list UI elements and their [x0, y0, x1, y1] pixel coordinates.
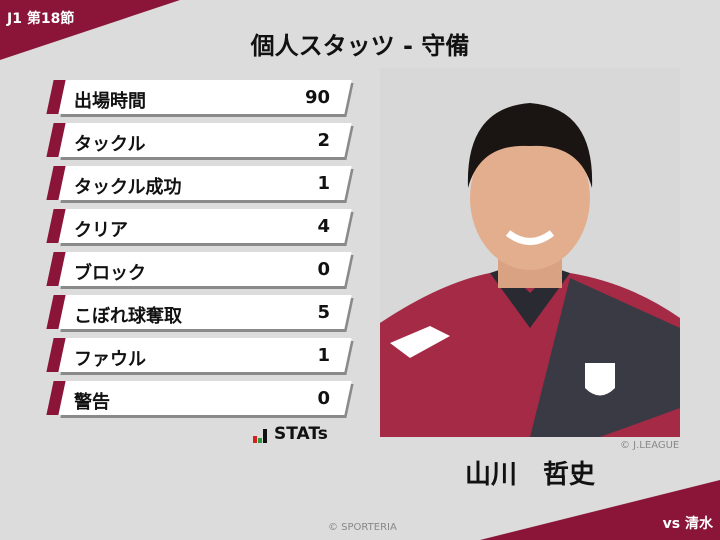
player-photo	[380, 68, 680, 437]
stat-label: タックル成功	[74, 177, 182, 198]
stat-row: クリア 4	[46, 209, 354, 246]
opponent-label: vs 清水	[662, 516, 713, 532]
photo-credit: © J.LEAGUE	[620, 440, 680, 451]
stats-logo-text: STATs	[274, 424, 328, 444]
stat-label: クリア	[74, 220, 128, 241]
stat-label: ブロック	[74, 263, 146, 284]
player-name: 山川 哲史	[464, 460, 595, 490]
stat-value: 4	[317, 216, 330, 237]
stat-row: こぼれ球奪取 5	[46, 295, 354, 332]
stat-label: 警告	[74, 392, 110, 413]
stat-row: タックル 2	[46, 123, 354, 160]
stats-logo: STATs	[253, 425, 328, 443]
stat-row: 警告 0	[46, 381, 354, 418]
stat-value: 1	[317, 173, 330, 194]
stat-row: ファウル 1	[46, 338, 354, 375]
stat-value: 0	[317, 259, 330, 280]
stat-value: 0	[317, 388, 330, 409]
footer-credit: © SPORTERIA	[328, 522, 397, 533]
logo-bar-red	[253, 436, 257, 443]
stat-label: ファウル	[74, 349, 146, 370]
stat-row: タックル成功 1	[46, 166, 354, 203]
stat-value: 90	[304, 87, 330, 108]
stat-row: ブロック 0	[46, 252, 354, 289]
round-label: J1 第18節	[7, 11, 75, 27]
logo-bar-black	[263, 429, 267, 443]
stat-label: タックル	[74, 134, 146, 155]
stat-value: 2	[317, 130, 330, 151]
stat-label: こぼれ球奪取	[74, 306, 182, 327]
logo-bar-green	[258, 438, 262, 443]
stat-value: 5	[317, 302, 330, 323]
stat-row: 出場時間 90	[46, 80, 354, 117]
stat-label: 出場時間	[74, 91, 146, 112]
page-title: 個人スタッツ - 守備	[250, 32, 470, 60]
stat-value: 1	[317, 345, 330, 366]
